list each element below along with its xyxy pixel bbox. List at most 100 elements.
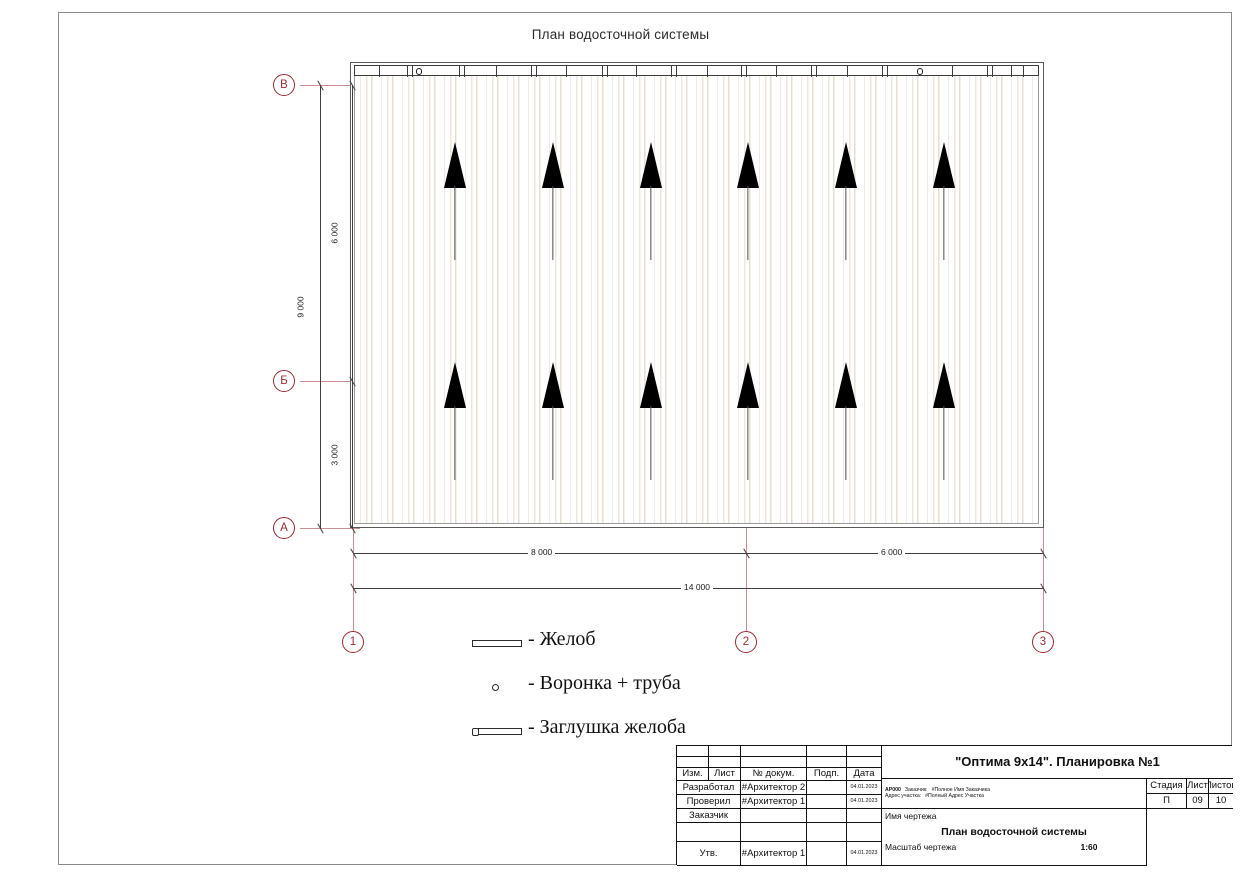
- stamp-row-role: Проверил: [677, 795, 741, 809]
- slope-arrow: [540, 142, 566, 260]
- slope-arrow: [638, 142, 664, 260]
- arrow-tail: [747, 186, 749, 260]
- arrow-head-icon: [933, 142, 955, 188]
- axis-bubble-v[interactable]: В: [273, 74, 295, 96]
- stamp-row-sign: [807, 795, 847, 809]
- gutter-divider: [882, 66, 888, 77]
- stamp-empty-cell: [807, 746, 847, 757]
- legend-item-funnel: - Воронка + труба: [470, 672, 800, 714]
- axis-line-v-top: [300, 85, 360, 86]
- gutter-divider: [1023, 66, 1025, 77]
- dim-label-left-lower: 3 000: [329, 441, 340, 469]
- slope-arrow: [442, 142, 468, 260]
- axis-line-a-bottom: [300, 528, 360, 529]
- gutter-divider: [847, 66, 849, 77]
- gutter-divider: [636, 66, 638, 77]
- axis-bubble-a[interactable]: А: [273, 517, 295, 539]
- stamp-project-info: АР000 Заказчик: #Полное Имя Заказчика Ад…: [882, 779, 1147, 809]
- arrow-tail: [650, 406, 652, 480]
- axis-bubble-2[interactable]: 2: [735, 631, 757, 653]
- arrow-tail: [552, 406, 554, 480]
- stamp-row-date: [847, 823, 882, 842]
- stage-header: Стадия: [1147, 779, 1187, 794]
- gutter-divider: [671, 66, 677, 77]
- arrow-tail: [650, 186, 652, 260]
- axis-bubble-3[interactable]: 3: [1032, 631, 1054, 653]
- arrow-tail: [552, 186, 554, 260]
- stamp-empty-cell: [847, 757, 882, 768]
- dim-label-bottom-total: 14 000: [681, 582, 713, 592]
- stamp-row-role: Разработал: [677, 781, 741, 795]
- gutter-divider: [741, 66, 747, 77]
- legend: - Желоб - Воронка + труба - Заглушка жел…: [470, 628, 800, 758]
- gutter-divider: [987, 66, 993, 77]
- dim-label-left-total: 9 000: [295, 293, 306, 321]
- dim-label-bottom-left: 8 000: [528, 547, 556, 557]
- stamp-right-blank: [1147, 809, 1233, 866]
- funnel-pipe-symbol-icon: [470, 674, 532, 700]
- slope-arrow: [638, 362, 664, 480]
- stamp-empty-cell: [709, 757, 741, 768]
- sheet-value: 09: [1187, 794, 1209, 809]
- funnel-icon: [416, 68, 423, 75]
- stamp-empty-cell: [807, 757, 847, 768]
- gutter-divider: [602, 66, 608, 77]
- stamp-row-role: Утв.: [677, 842, 741, 866]
- gutter-divider: [1011, 66, 1013, 77]
- stamp-empty-cell: [741, 757, 807, 768]
- arrow-tail: [454, 406, 456, 480]
- stamp-col-izm: Изм.: [677, 768, 709, 781]
- project-title: "Оптима 9x14". Планировка №1: [882, 746, 1233, 779]
- stamp-empty-cell: [847, 746, 882, 757]
- stamp-row-sign: [807, 842, 847, 866]
- arrow-tail: [943, 186, 945, 260]
- dim-line-left-upper: [352, 85, 353, 381]
- project-code: АР000: [885, 786, 901, 793]
- gutter-strip-top: [354, 65, 1039, 77]
- stamp-empty-cell: [677, 757, 709, 768]
- gutter-symbol-icon: [470, 630, 532, 656]
- arrow-tail: [454, 186, 456, 260]
- sheet-header: Лист: [1187, 779, 1209, 794]
- axis-bubble-1[interactable]: 1: [342, 631, 364, 653]
- funnel-icon: [917, 68, 924, 75]
- arrow-head-icon: [640, 362, 662, 408]
- slope-arrow: [931, 362, 957, 480]
- stamp-row-sign: [807, 809, 847, 823]
- address-label: Адрес участка:: [885, 793, 922, 799]
- arrow-head-icon: [444, 142, 466, 188]
- legend-item-cap: - Заглушка желоба: [470, 716, 800, 758]
- stamp-col-podp: Подп.: [807, 768, 847, 781]
- gutter-divider: [496, 66, 498, 77]
- arrow-tail: [747, 406, 749, 480]
- stamp-row-doc: [741, 809, 807, 823]
- gutter-divider: [459, 66, 465, 77]
- stage-value: П: [1147, 794, 1187, 809]
- sheets-value: 10: [1209, 794, 1233, 809]
- gutter-divider: [566, 66, 568, 77]
- stamp-row-role: Заказчик: [677, 809, 741, 823]
- slope-arrow: [735, 142, 761, 260]
- axis-line-b-mid: [300, 381, 360, 382]
- stamp-row-date: 04.01.2023: [847, 842, 882, 866]
- slope-arrow: [833, 362, 859, 480]
- arrow-tail: [845, 186, 847, 260]
- slope-arrow: [931, 142, 957, 260]
- title-block: "Оптима 9x14". Планировка №1 Изм. Лист №…: [676, 745, 1233, 866]
- dim-line-left-total: [320, 85, 321, 528]
- roof-surface-hatch: [354, 76, 1039, 524]
- roof-plan: [350, 62, 1045, 532]
- legend-label: - Воронка + труба: [528, 672, 681, 694]
- stamp-row-doc: #Архитектор 1: [741, 842, 807, 866]
- stamp-empty-cell: [677, 746, 709, 757]
- axis-bubble-b[interactable]: Б: [273, 370, 295, 392]
- legend-item-gutter: - Желоб: [470, 628, 800, 670]
- drawing-name-value: План водосточной системы: [882, 823, 1147, 842]
- axis-line-3: [1043, 528, 1044, 632]
- gutter-divider: [707, 66, 709, 77]
- arrow-head-icon: [835, 362, 857, 408]
- stamp-empty-cell: [741, 746, 807, 757]
- arrow-tail: [845, 406, 847, 480]
- customer-label: Заказчик:: [904, 786, 928, 793]
